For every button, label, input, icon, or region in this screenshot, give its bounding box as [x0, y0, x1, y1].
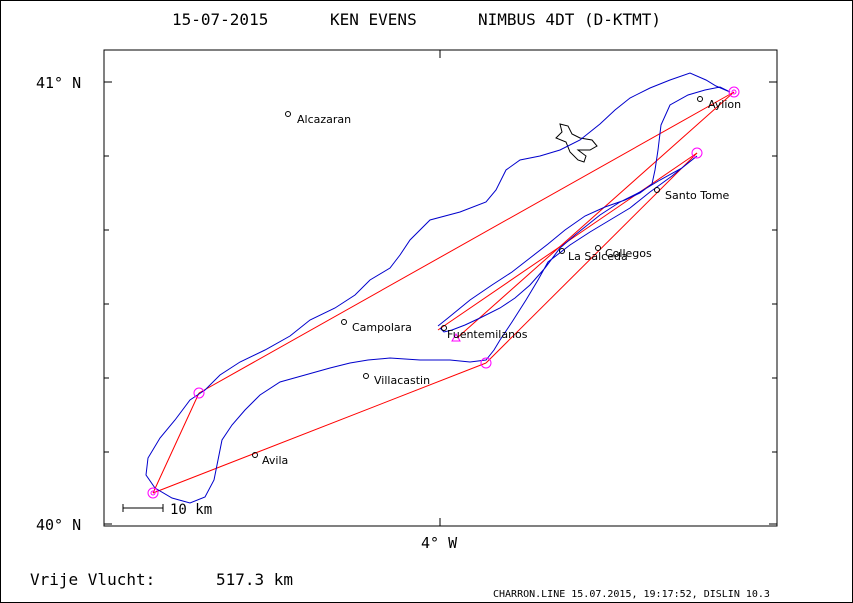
turnpoint-marker: [691, 147, 703, 159]
header-date: 15-07-2015: [172, 10, 268, 29]
header-glider: NIMBUS 4DT (D-KTMT): [478, 10, 661, 29]
scale-bar: [122, 504, 164, 512]
header-pilot: KEN EVENS: [330, 10, 417, 29]
start-triangle-marker: [451, 332, 461, 342]
place-marker-collegos: [595, 245, 601, 251]
lon-label: 4° W: [421, 534, 458, 552]
place-label-fuentemilanos: Fuentemilanos: [447, 328, 528, 341]
place-marker-campolara: [341, 319, 347, 325]
turnpoint-marker: [731, 89, 737, 95]
task-lines: [152, 91, 735, 494]
lat-bottom-label: 40° N: [36, 516, 81, 534]
place-label-campolara: Campolara: [352, 321, 412, 334]
place-marker-santo-tome: [654, 187, 660, 193]
place-marker-aylion: [697, 96, 703, 102]
place-label-aylion: Aylion: [708, 98, 741, 111]
distance-label: Vrije Vlucht:: [30, 570, 155, 589]
place-label-collegos: Collegos: [605, 247, 652, 260]
place-marker-alcazaran: [285, 111, 291, 117]
place-marker-avila: [252, 452, 258, 458]
turnpoint-marker: [728, 86, 740, 98]
distance-value: 517.3 km: [216, 570, 293, 589]
scale-bar-label: 10 km: [170, 502, 212, 518]
turnpoint-marker: [480, 357, 492, 369]
turnpoint-marker: [193, 387, 205, 399]
place-marker-la-salceda: [559, 248, 565, 254]
turnpoint-marker: [150, 490, 156, 496]
place-marker-villacastin: [363, 373, 369, 379]
place-marker-fuentemilanos: [441, 325, 447, 331]
program-info: CHARRON.LINE 15.07.2015, 19:17:52, DISLI…: [493, 589, 770, 600]
place-label-villacastin: Villacastin: [374, 374, 430, 387]
lat-top-label: 41° N: [36, 74, 81, 92]
area-outline: [555, 123, 598, 163]
place-label-alcazaran: Alcazaran: [297, 113, 351, 126]
map-frame: [103, 49, 778, 527]
place-label-santo-tome: Santo Tome: [665, 189, 730, 202]
turnpoint-marker: [147, 487, 159, 499]
axis-ticks: [104, 50, 777, 526]
flight-track: [145, 72, 731, 504]
turnpoints: [147, 86, 740, 499]
place-markers: [252, 96, 703, 458]
place-label-avila: Avila: [262, 454, 288, 467]
place-label-la-salceda: La Salceda: [568, 250, 628, 263]
